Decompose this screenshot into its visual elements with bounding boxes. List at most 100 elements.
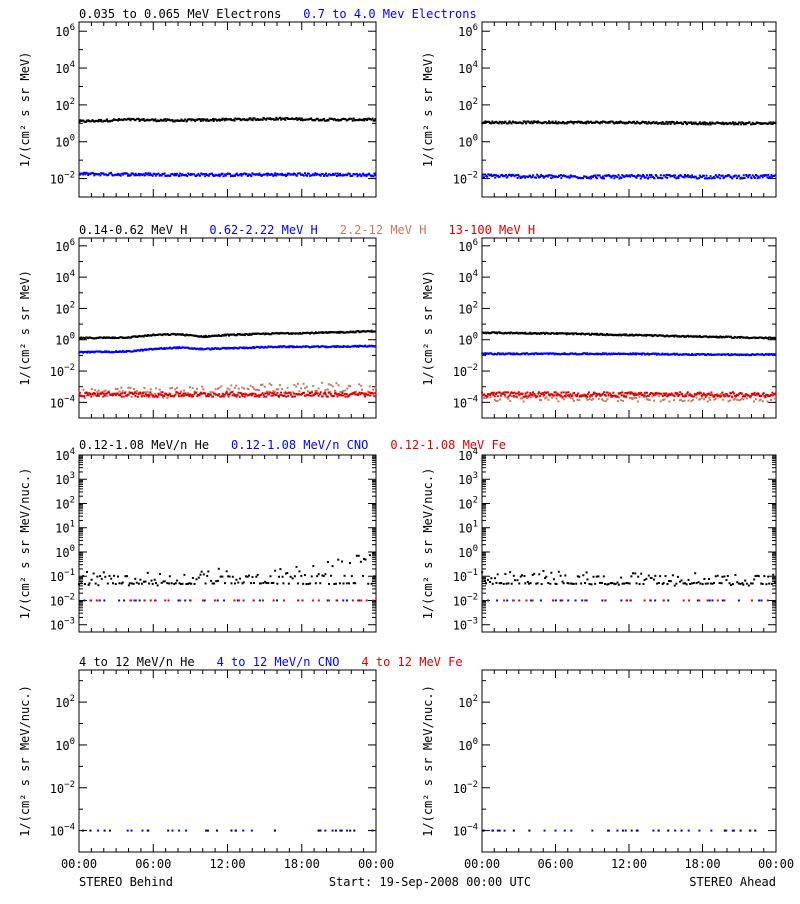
data-point: [261, 599, 264, 602]
data-point: [679, 398, 682, 401]
data-point: [103, 336, 106, 339]
data-point: [262, 581, 265, 584]
data-point: [530, 120, 533, 123]
y-tick-exp: 2: [473, 97, 478, 107]
data-point: [681, 334, 684, 337]
data-point: [494, 577, 497, 580]
data-point: [629, 353, 632, 356]
data-point: [695, 335, 698, 338]
data-point: [125, 350, 128, 353]
y-tick-base: 10: [453, 619, 467, 633]
data-point: [550, 174, 553, 177]
data-point: [559, 332, 562, 335]
data-point: [228, 118, 231, 121]
data-point: [355, 393, 358, 396]
data-point: [331, 395, 334, 398]
data-point: [716, 574, 719, 577]
data-point: [368, 554, 371, 557]
data-point: [361, 574, 364, 577]
data-point: [505, 176, 508, 179]
data-point: [175, 174, 178, 177]
data-point: [766, 353, 769, 356]
data-point: [625, 174, 628, 177]
data-point: [637, 352, 640, 355]
data-point: [154, 118, 157, 121]
data-point: [546, 175, 549, 178]
data-point: [332, 395, 335, 398]
data-point: [676, 352, 679, 355]
data-point: [191, 395, 194, 398]
data-point: [691, 395, 694, 398]
y-tick-exp: 4: [473, 60, 478, 70]
data-point: [644, 353, 647, 356]
data-point: [501, 392, 504, 395]
data-point: [713, 398, 716, 401]
data-point: [344, 345, 347, 348]
data-point: [589, 175, 592, 178]
x-tick-label: 06:00: [135, 857, 171, 871]
data-point: [291, 395, 294, 398]
data-point: [624, 334, 627, 337]
data-point: [741, 177, 744, 180]
data-point: [355, 554, 358, 557]
data-point: [564, 353, 567, 356]
series-0-12-1-08-mev-n-he: [78, 551, 376, 587]
data-point: [206, 118, 209, 121]
data-point: [754, 398, 757, 401]
data-point: [204, 175, 207, 178]
data-point: [587, 120, 590, 123]
data-point: [172, 346, 175, 349]
data-point: [742, 583, 745, 586]
data-point: [317, 119, 320, 122]
data-point: [531, 176, 534, 179]
data-point: [611, 394, 614, 397]
data-point: [323, 119, 326, 122]
data-point: [657, 352, 660, 355]
data-point: [370, 582, 373, 585]
data-point: [687, 121, 690, 124]
data-point: [343, 393, 346, 396]
data-point: [224, 173, 227, 176]
data-point: [583, 122, 586, 125]
data-point: [639, 177, 642, 180]
data-point: [547, 398, 550, 401]
data-point: [483, 393, 486, 396]
data-point: [739, 829, 742, 832]
data-point: [602, 175, 605, 178]
data-point: [571, 352, 574, 355]
data-point: [104, 119, 107, 122]
data-point: [742, 121, 745, 124]
data-point: [277, 395, 280, 398]
data-point: [147, 334, 150, 337]
y-tick-exp: 3: [473, 471, 478, 481]
data-point: [285, 117, 288, 120]
data-point: [146, 348, 149, 351]
data-point: [728, 394, 731, 397]
data-point: [367, 582, 370, 585]
data-point: [647, 353, 650, 356]
data-point: [297, 393, 300, 396]
data-point: [656, 353, 659, 356]
data-point: [554, 582, 557, 585]
data-point: [158, 393, 161, 396]
data-point: [144, 119, 147, 122]
data-point: [713, 395, 716, 398]
data-point: [322, 575, 325, 578]
data-point: [315, 345, 318, 348]
data-point: [250, 118, 253, 121]
data-point: [561, 599, 564, 602]
data-point: [503, 393, 506, 396]
data-point: [627, 334, 630, 337]
data-point: [362, 118, 365, 121]
data-point: [621, 174, 624, 177]
data-point: [207, 174, 210, 177]
data-point: [574, 599, 577, 602]
data-point: [611, 120, 614, 123]
data-point: [257, 173, 260, 176]
y-tick-exp: 2: [473, 300, 478, 310]
data-point: [646, 122, 649, 125]
data-point: [83, 599, 86, 602]
data-point: [108, 574, 111, 577]
y-tick-exp: 0: [473, 737, 478, 747]
data-point: [155, 120, 158, 123]
